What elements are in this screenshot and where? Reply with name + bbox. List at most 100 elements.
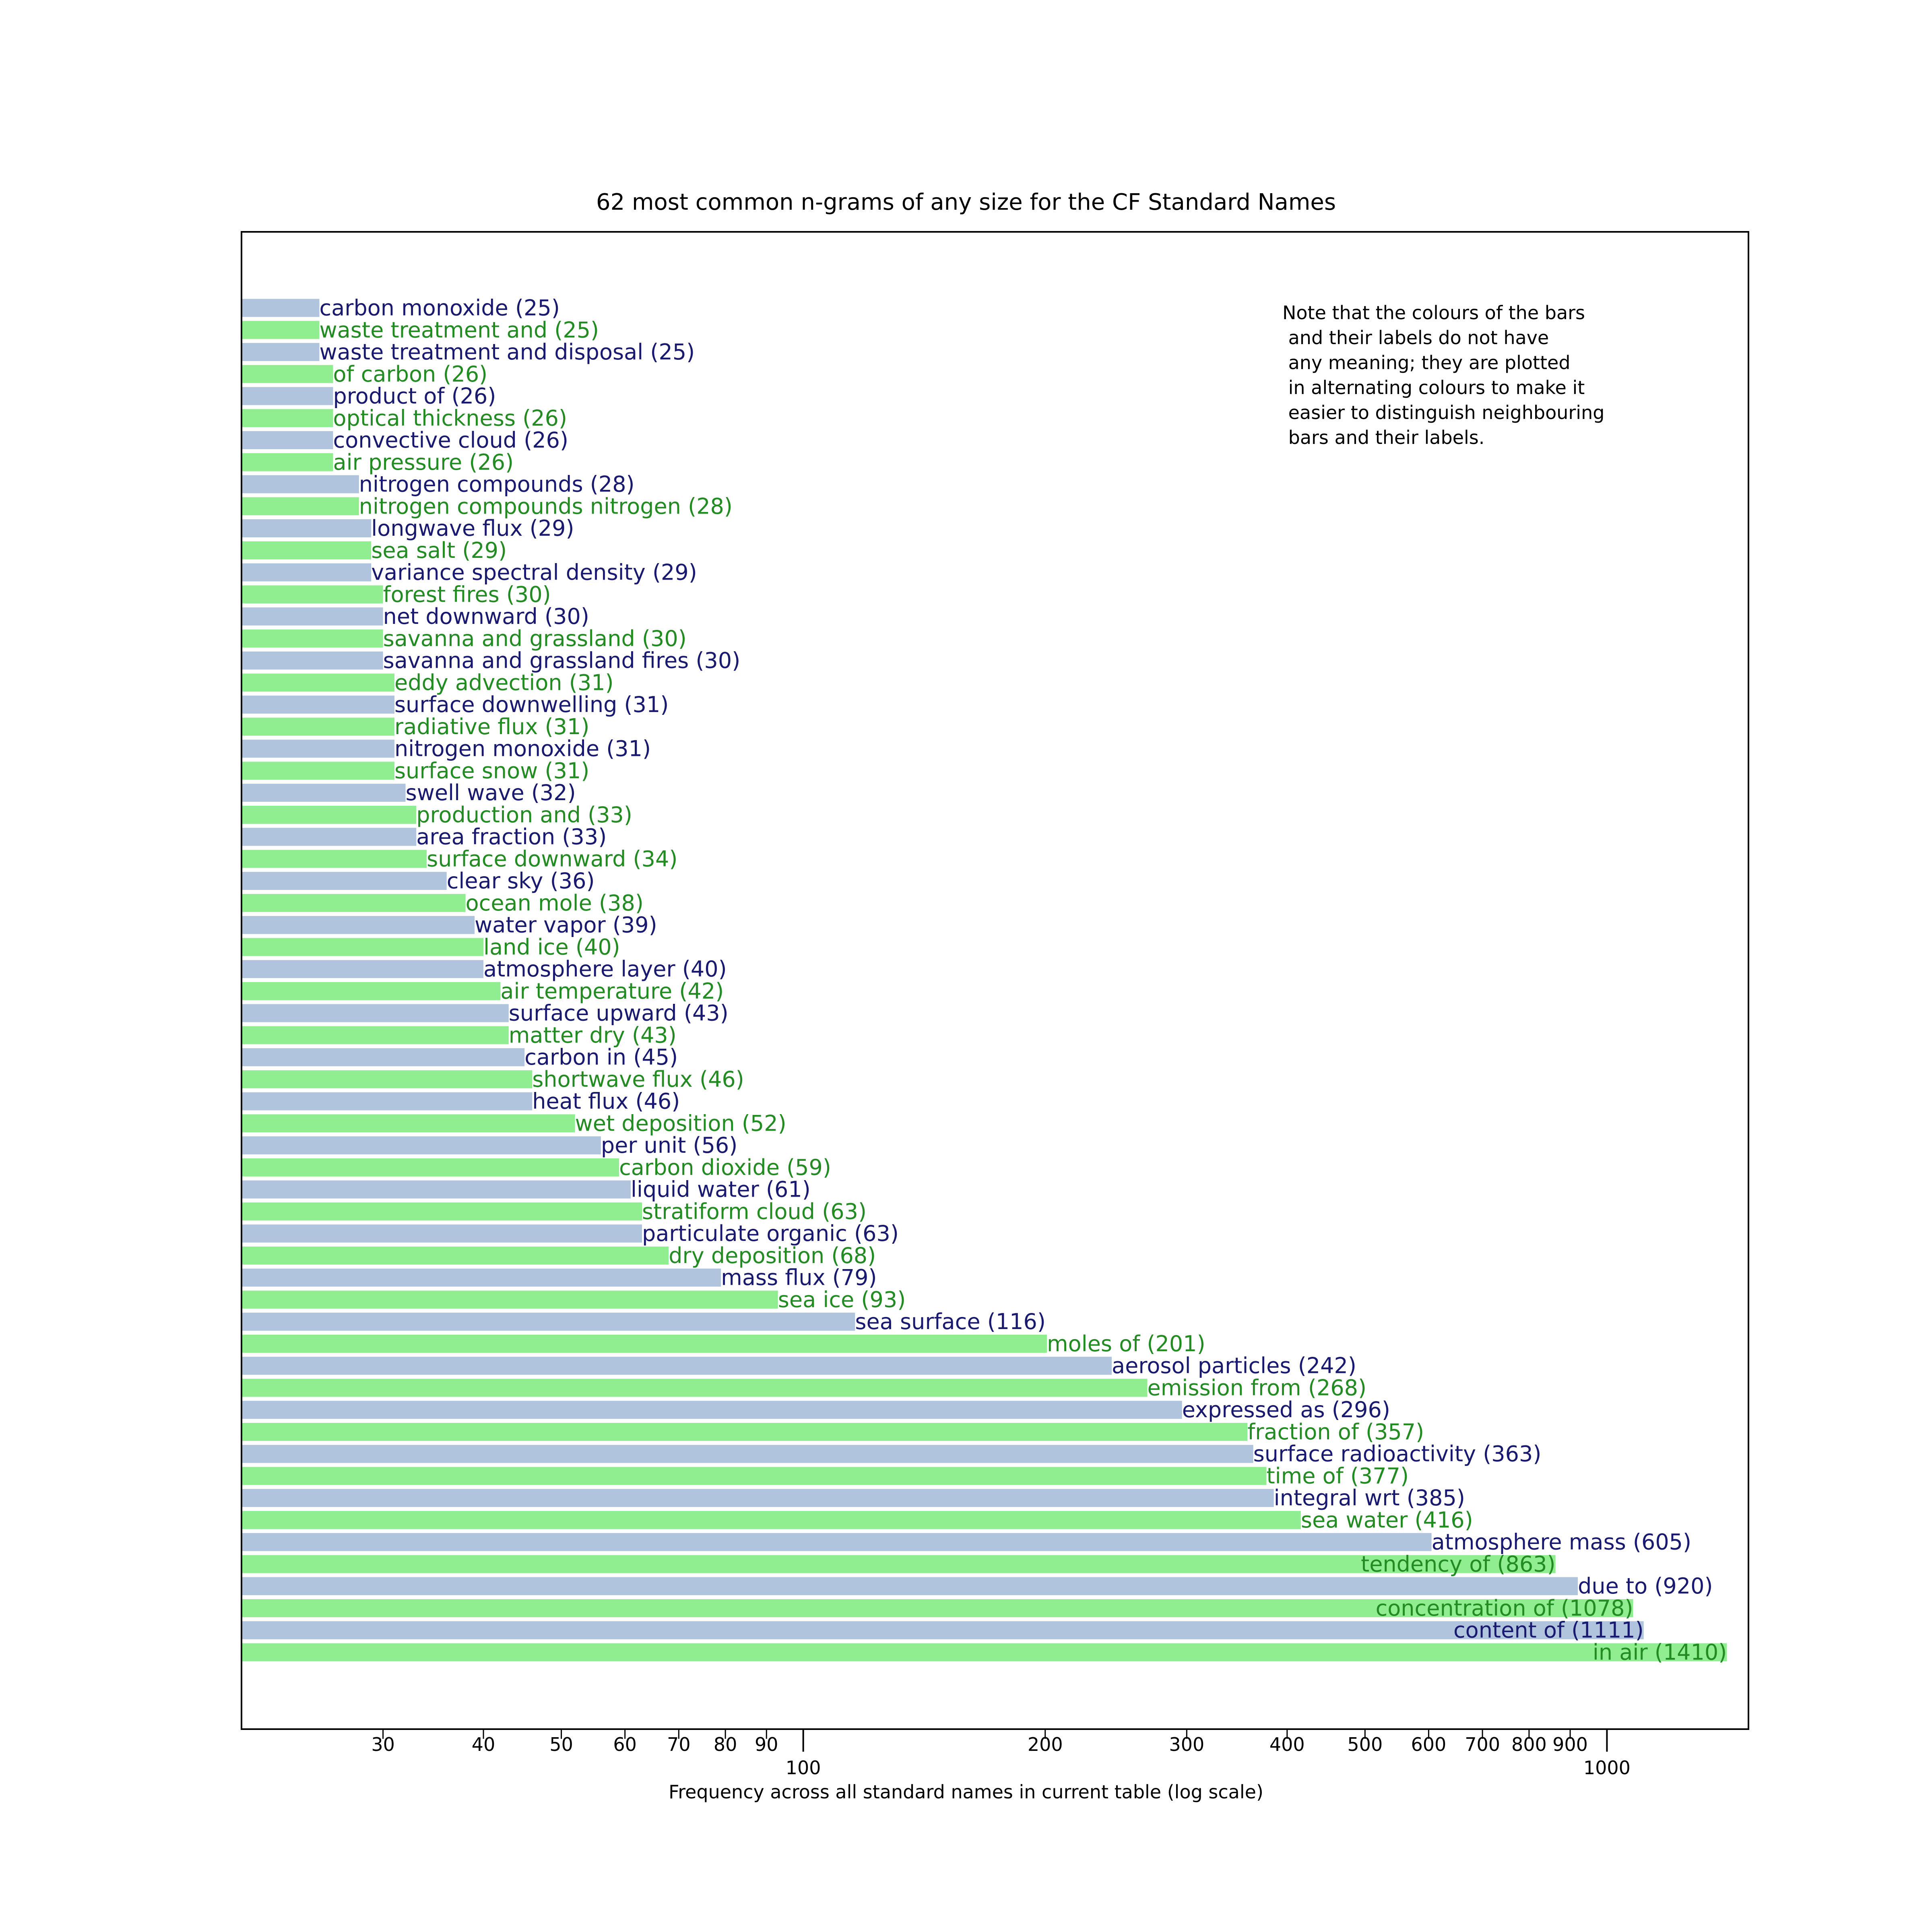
bar-label: net downward (30) (383, 604, 589, 629)
x-tick-label: 100 (786, 1757, 821, 1779)
bar-label: emission from (268) (1148, 1375, 1367, 1400)
bar-label: ocean mole (38) (466, 890, 644, 916)
bar (242, 541, 372, 559)
bar-label: longwave flux (29) (371, 516, 574, 541)
bar (242, 1379, 1148, 1397)
bar (242, 1445, 1253, 1463)
bar (242, 475, 359, 493)
bar (242, 387, 333, 405)
bar-label: nitrogen compounds nitrogen (28) (359, 493, 733, 519)
bar-label: forest fires (30) (383, 582, 551, 607)
bar (242, 497, 359, 516)
bar (242, 916, 475, 934)
bar (242, 1401, 1182, 1419)
bar-label: in air (1410) (1593, 1640, 1727, 1665)
bar (242, 1070, 533, 1088)
plot-frame (241, 231, 1749, 1730)
bar (242, 805, 417, 824)
bar (242, 850, 427, 868)
bar-label: nitrogen monoxide (31) (394, 736, 651, 762)
bar-label: radiative flux (31) (394, 714, 589, 739)
bar-label: swell wave (32) (406, 780, 576, 805)
bar-label: time of (377) (1266, 1463, 1409, 1488)
x-tick-label: 800 (1511, 1734, 1547, 1755)
bar (242, 1313, 855, 1331)
bar-label: waste treatment and disposal (25) (320, 339, 695, 365)
bar-label: surface downward (34) (427, 846, 677, 871)
x-tick-label: 200 (1028, 1734, 1063, 1755)
bars-layer (242, 299, 1727, 1662)
x-axis-ticks: 30 40 50 60 70 80 90 200 300 400 500 600 700 800 90010… (371, 1729, 1631, 1779)
x-tick-label: 80 (714, 1734, 737, 1755)
bar (242, 563, 372, 582)
bar-label: concentration of (1078) (1376, 1596, 1633, 1621)
bar-label: atmosphere layer (40) (483, 956, 727, 982)
bar (242, 1577, 1578, 1596)
bar-label: air temperature (42) (500, 978, 724, 1004)
x-axis-label: Frequency across all standard names in c… (669, 1781, 1263, 1803)
bar-label: atmosphere mass (605) (1432, 1530, 1692, 1555)
bar-label: mass flux (79) (721, 1265, 877, 1290)
bar (242, 696, 395, 714)
bar-label: water vapor (39) (475, 912, 657, 938)
bar-label: eddy advection (31) (394, 670, 614, 695)
bar (242, 960, 484, 978)
bar-label: due to (920) (1578, 1573, 1713, 1599)
bar (242, 1268, 721, 1287)
bar (242, 1092, 533, 1110)
bar (242, 872, 447, 890)
x-tick-label: 40 (472, 1734, 495, 1755)
bar (242, 453, 333, 471)
bar-label: area fraction (33) (416, 824, 607, 850)
bar (242, 519, 372, 537)
bar-label: clear sky (36) (447, 868, 595, 894)
bar-label: fraction of (357) (1247, 1419, 1424, 1445)
bar (242, 629, 383, 648)
bar-label: moles of (201) (1047, 1331, 1205, 1356)
bar-label: sea surface (116) (855, 1309, 1046, 1334)
x-tick-label: 700 (1465, 1734, 1500, 1755)
bar (242, 762, 395, 780)
bar-label: carbon dioxide (59) (619, 1155, 831, 1180)
bar-label: aerosol particles (242) (1112, 1353, 1356, 1379)
x-tick-label: 1000 (1583, 1757, 1631, 1779)
x-tick-label: 90 (755, 1734, 778, 1755)
bar-label: sea ice (93) (778, 1287, 906, 1312)
bar (242, 1467, 1267, 1485)
bar (242, 982, 501, 1000)
bar (242, 431, 333, 449)
bar (242, 365, 333, 383)
bar (242, 1026, 509, 1044)
bar (242, 1114, 575, 1133)
x-tick-label: 50 (549, 1734, 573, 1755)
bar (242, 1224, 642, 1243)
x-tick-label: 70 (667, 1734, 691, 1755)
bar-label: product of (26) (333, 384, 496, 409)
bar-label: heat flux (46) (532, 1089, 680, 1114)
bar-label: optical thickness (26) (333, 405, 568, 431)
bar (242, 784, 406, 802)
bar (242, 828, 417, 846)
x-tick-label: 30 (371, 1734, 395, 1755)
bar (242, 1290, 778, 1309)
bar (242, 1643, 1727, 1662)
bar-label: integral wrt (385) (1274, 1485, 1465, 1511)
bar (242, 1202, 642, 1221)
bar-label: land ice (40) (483, 934, 620, 960)
bar (242, 1180, 631, 1199)
bar (242, 1356, 1112, 1375)
bar (242, 673, 395, 692)
bar-label: sea salt (29) (371, 538, 507, 563)
bar (242, 1533, 1432, 1551)
bar (242, 651, 383, 670)
x-tick-label: 400 (1269, 1734, 1305, 1755)
chart-title: 62 most common n-grams of any size for t… (596, 189, 1336, 215)
bar-label: carbon in (45) (524, 1044, 678, 1070)
bar (242, 299, 320, 317)
bar-label: stratiform cloud (63) (642, 1199, 867, 1224)
bar-label: wet deposition (52) (575, 1110, 786, 1136)
bar-label: production and (33) (416, 802, 632, 828)
bar (242, 1555, 1556, 1573)
